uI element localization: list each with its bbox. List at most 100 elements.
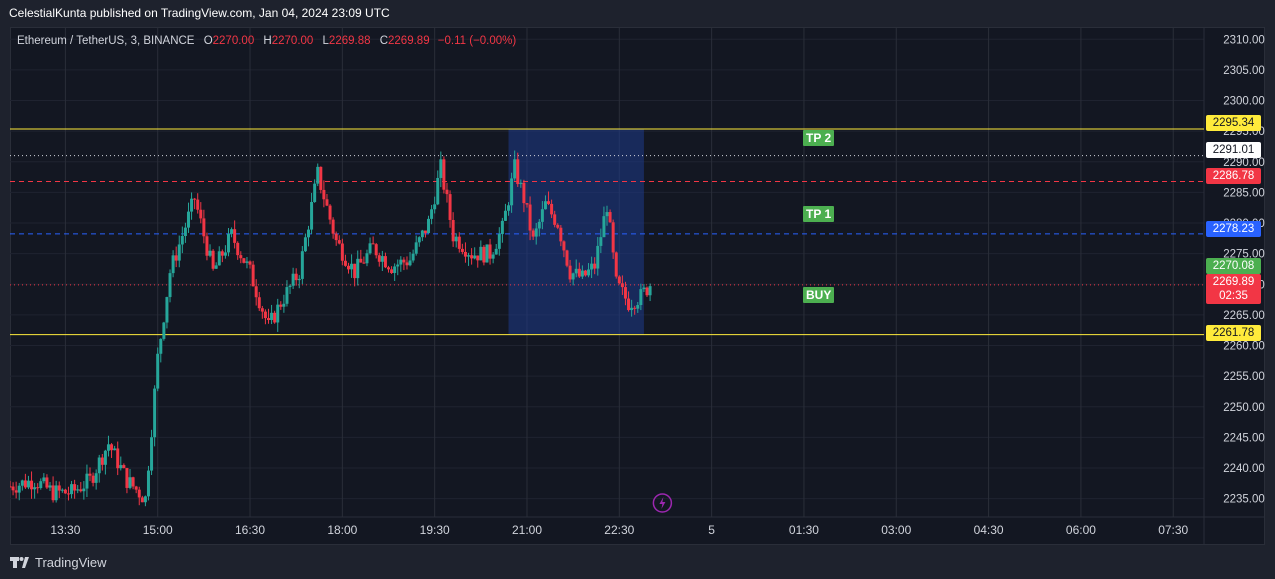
- high-label: H: [263, 35, 272, 47]
- candle-body: [648, 286, 652, 296]
- candle-body: [270, 312, 274, 321]
- candle-body: [60, 489, 64, 491]
- candle-body: [208, 250, 212, 256]
- candle-body: [574, 268, 578, 274]
- candle-body: [159, 338, 163, 354]
- candle-body: [10, 486, 12, 488]
- candle-body: [356, 258, 360, 279]
- symbol-title[interactable]: Ethereum / TetherUS, 3, BINANCE: [17, 35, 195, 47]
- candle-body: [168, 273, 172, 298]
- candle-body: [76, 489, 80, 491]
- candle-body: [337, 240, 341, 244]
- candle-body: [359, 258, 363, 263]
- candle-body: [439, 159, 443, 178]
- candle-body: [190, 198, 194, 212]
- candle-body: [580, 270, 584, 277]
- candle-body: [577, 268, 581, 277]
- tp2-tag[interactable]: TP 2: [803, 130, 835, 146]
- candle-body: [587, 269, 591, 276]
- candle-body: [476, 255, 480, 261]
- candle-body: [328, 205, 332, 220]
- price-label-lower-yellow: 2261.78: [1206, 325, 1261, 341]
- candle-body: [106, 444, 110, 451]
- tp1-tag[interactable]: TP 1: [803, 206, 835, 222]
- y-axis-tick-label: 2265.00: [1223, 310, 1265, 322]
- candle-body: [559, 227, 563, 242]
- candle-body: [66, 493, 70, 495]
- candle-body: [94, 473, 98, 483]
- price-label-red-dashed: 2286.78: [1206, 168, 1261, 184]
- candle-body: [430, 209, 434, 219]
- candle-body: [516, 159, 520, 185]
- candle-body: [590, 263, 594, 270]
- candle-body: [11, 486, 15, 491]
- candle-body: [128, 477, 132, 488]
- candle-body: [245, 261, 249, 263]
- candle-body: [347, 265, 351, 270]
- candle-body: [442, 159, 446, 190]
- candle-body: [180, 236, 184, 245]
- candle-body: [82, 488, 86, 492]
- candle-body: [510, 178, 514, 206]
- candle-body: [350, 263, 354, 270]
- candle-body: [519, 182, 523, 185]
- candle-body: [491, 254, 495, 259]
- candle-body: [636, 305, 640, 309]
- candle-body: [217, 251, 221, 266]
- candle-body: [202, 218, 206, 237]
- candle-body: [645, 287, 649, 296]
- price-chart[interactable]: 2310.002305.002300.002295.002290.002285.…: [10, 27, 1265, 545]
- candle-body: [17, 485, 21, 493]
- candle-body: [611, 222, 615, 253]
- candle-body: [433, 204, 437, 210]
- candle-body: [353, 263, 357, 279]
- open-label: O: [203, 35, 213, 47]
- low-label: L: [322, 35, 329, 47]
- candle-body: [614, 252, 618, 277]
- candle-body: [33, 487, 37, 490]
- buy-tag[interactable]: BUY: [803, 287, 835, 303]
- y-axis-tick-label: 2240.00: [1223, 463, 1265, 475]
- candle-body: [183, 227, 187, 237]
- candle-body: [639, 289, 643, 306]
- y-axis-tick-label: 2300.00: [1223, 96, 1265, 108]
- candle-body: [263, 311, 267, 319]
- candle-body: [42, 477, 46, 482]
- candle-body: [547, 201, 551, 204]
- candle-body: [602, 216, 606, 238]
- candle-body: [513, 159, 517, 179]
- candle-body: [417, 237, 421, 243]
- candle-body: [248, 261, 252, 265]
- candle-body: [633, 307, 637, 309]
- candle-body: [153, 388, 157, 438]
- candle-body: [23, 480, 27, 488]
- candle-body: [507, 205, 511, 211]
- x-axis-tick-label: 13:30: [50, 523, 80, 537]
- candle-body: [125, 468, 129, 488]
- candle-body: [630, 307, 634, 311]
- candle-body: [414, 242, 418, 254]
- highlight-zone[interactable]: [508, 129, 644, 335]
- candle-body: [186, 211, 190, 228]
- candle-body: [266, 318, 270, 321]
- candle-body: [251, 264, 255, 287]
- candle-body: [500, 220, 504, 235]
- tradingview-brand[interactable]: TradingView: [35, 554, 107, 570]
- candle-body: [605, 212, 609, 217]
- candle-body: [387, 267, 391, 270]
- y-axis-tick-label: 2260.00: [1223, 341, 1265, 353]
- candle-body: [233, 229, 237, 243]
- candle-body: [494, 248, 498, 255]
- candle-body: [48, 485, 52, 488]
- candle-body: [257, 297, 261, 309]
- y-axis-tick-label: 2250.00: [1223, 402, 1265, 414]
- y-axis-tick-label: 2305.00: [1223, 65, 1265, 77]
- alert-lightning-icon[interactable]: [652, 493, 673, 513]
- x-axis-tick-label: 15:00: [143, 523, 173, 537]
- candle-body: [448, 194, 452, 220]
- candle-body: [260, 308, 264, 312]
- candle-body: [223, 252, 227, 256]
- candle-body: [54, 485, 58, 501]
- candle-body: [390, 269, 394, 273]
- candle-body: [20, 480, 24, 486]
